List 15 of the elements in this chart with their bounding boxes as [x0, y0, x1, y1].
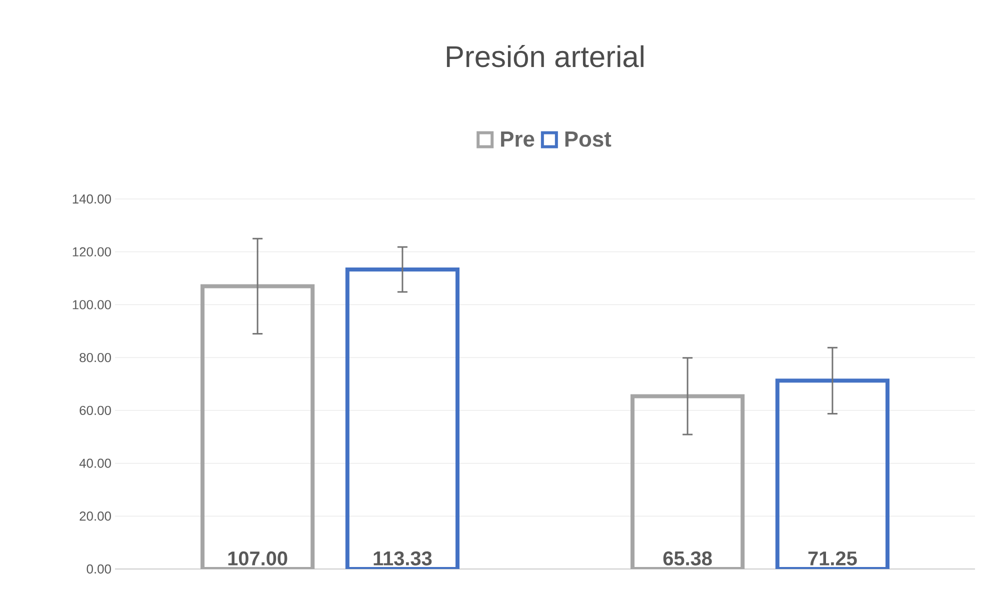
y-tick-label: 20.00 [80, 512, 111, 521]
legend-label: Post [565, 132, 612, 147]
legend-label: Pre [501, 132, 534, 147]
y-tick-label: 40.00 [79, 458, 111, 468]
y-tick-label: 0.00 [86, 564, 111, 574]
data-label: 71.25 [808, 551, 857, 566]
y-tick-label: 140.00 [72, 194, 111, 204]
y-tick-label: 120.00 [72, 247, 111, 256]
data-label: 113.33 [374, 551, 432, 566]
y-tick-label: 60.00 [80, 406, 111, 415]
y-tick-label: 80.00 [80, 352, 111, 362]
chart-title: Presión arterial [446, 44, 644, 68]
data-label: 65.38 [663, 551, 712, 566]
y-tick-label: 100.00 [72, 300, 111, 310]
data-label: 107.00 [228, 551, 288, 566]
